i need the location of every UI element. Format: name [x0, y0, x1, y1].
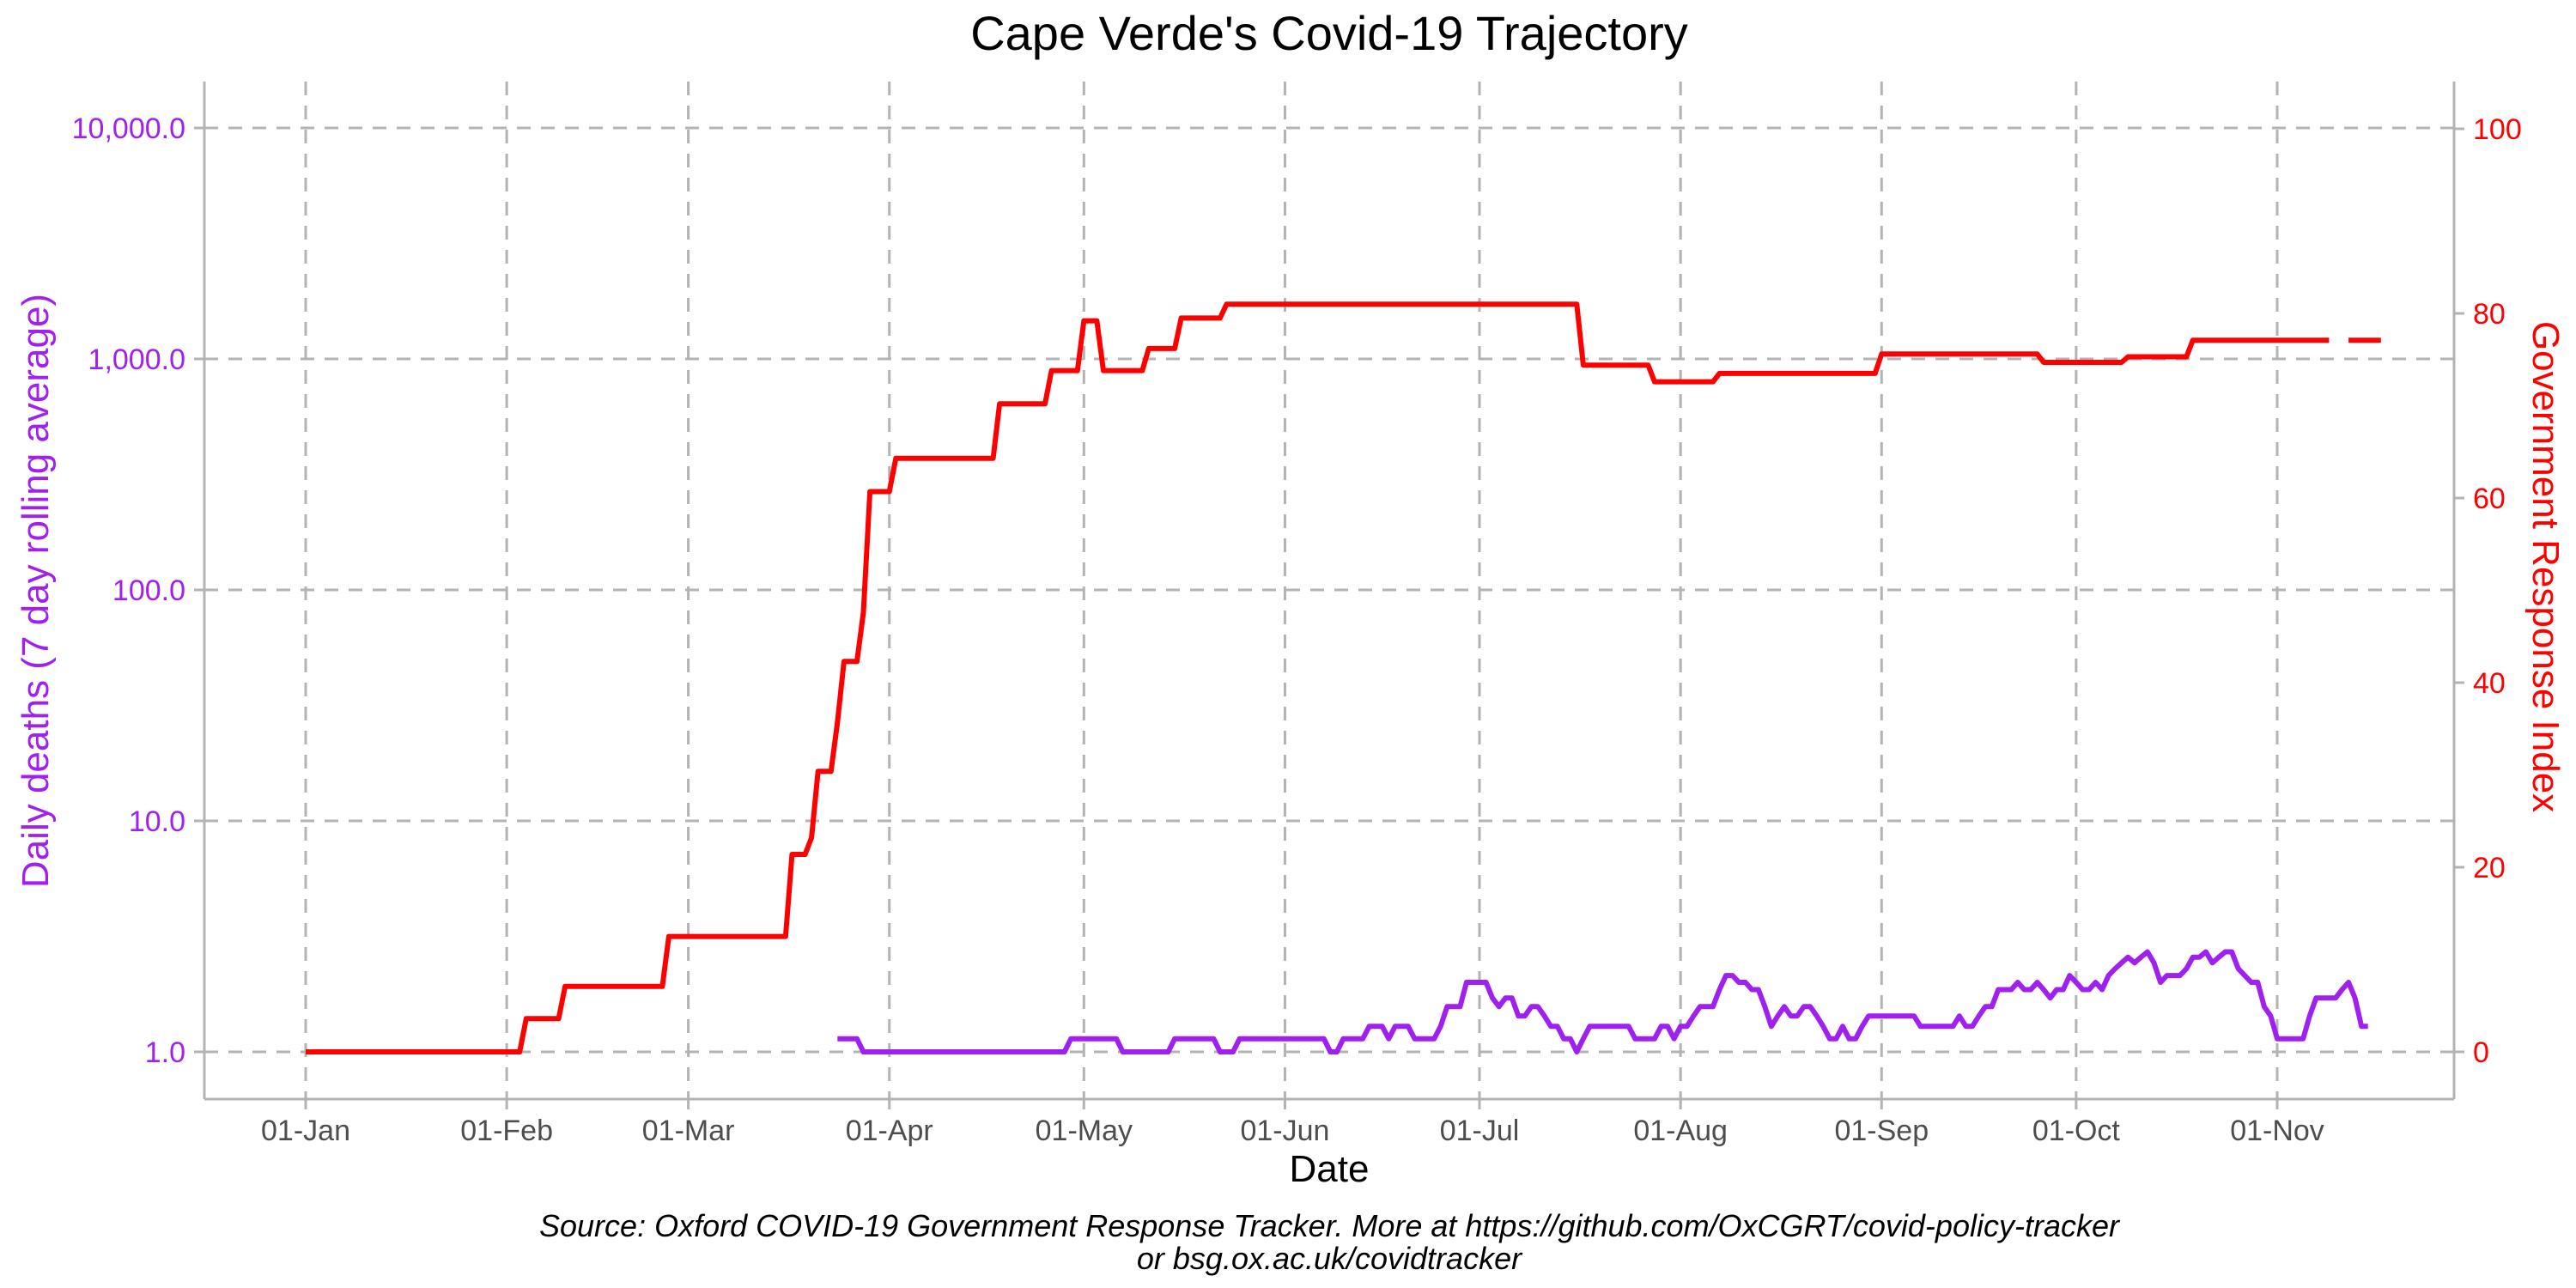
left-tick-label: 10,000.0 [72, 112, 185, 145]
left-tick-label: 100.0 [112, 574, 185, 607]
right-axis-ticks: 0 20 40 60 80 100 [2454, 113, 2522, 1069]
x-axis-title: Date [1290, 1148, 1370, 1190]
source-caption-line-2: or bsg.ox.ac.uk/covidtracker [1137, 1241, 1523, 1276]
x-tick-label: 01-Sep [1834, 1115, 1929, 1147]
right-tick-label: 100 [2473, 113, 2522, 146]
x-tick-label: 01-May [1036, 1115, 1133, 1147]
source-caption-line-1: Source: Oxford COVID-19 Government Respo… [539, 1208, 2121, 1243]
x-tick-label: 01-Apr [846, 1115, 933, 1147]
left-axis-ticks: 1.0 10.0 100.0 1,000.0 10,000.0 [72, 112, 204, 1069]
x-tick-label: 01-Oct [2032, 1115, 2121, 1147]
x-axis-ticks: 01-Jan 01-Feb 01-Mar 01-Apr 01-May 01-Jun 01-J… [261, 1099, 2324, 1147]
left-tick-label: 10.0 [129, 805, 185, 838]
series-layer [306, 301, 2381, 1054]
right-axis-title: Government Response Index [2524, 321, 2567, 812]
x-tick-label: 01-Nov [2230, 1115, 2324, 1147]
chart-title: Cape Verde's Covid-19 Trajectory [970, 6, 1688, 60]
right-tick-label: 0 [2473, 1036, 2489, 1069]
x-tick-label: 01-Jun [1240, 1115, 1329, 1147]
left-tick-label: 1,000.0 [88, 343, 185, 376]
deaths-series-line [837, 949, 2368, 1054]
left-tick-label: 1.0 [145, 1036, 185, 1069]
x-tick-label: 01-Aug [1633, 1115, 1728, 1147]
x-tick-label: 01-Jan [261, 1115, 350, 1147]
government-response-series-line [306, 301, 2330, 1054]
right-tick-label: 60 [2473, 483, 2506, 515]
gridlines [204, 82, 2454, 1099]
x-tick-label: 01-Jul [1440, 1115, 1520, 1147]
right-tick-label: 40 [2473, 667, 2506, 700]
left-axis-title: Daily deaths (7 day rolling average) [15, 294, 57, 888]
x-tick-label: 01-Feb [460, 1115, 553, 1147]
right-tick-label: 20 [2473, 852, 2506, 884]
right-tick-label: 80 [2473, 298, 2506, 331]
x-tick-label: 01-Mar [642, 1115, 735, 1147]
